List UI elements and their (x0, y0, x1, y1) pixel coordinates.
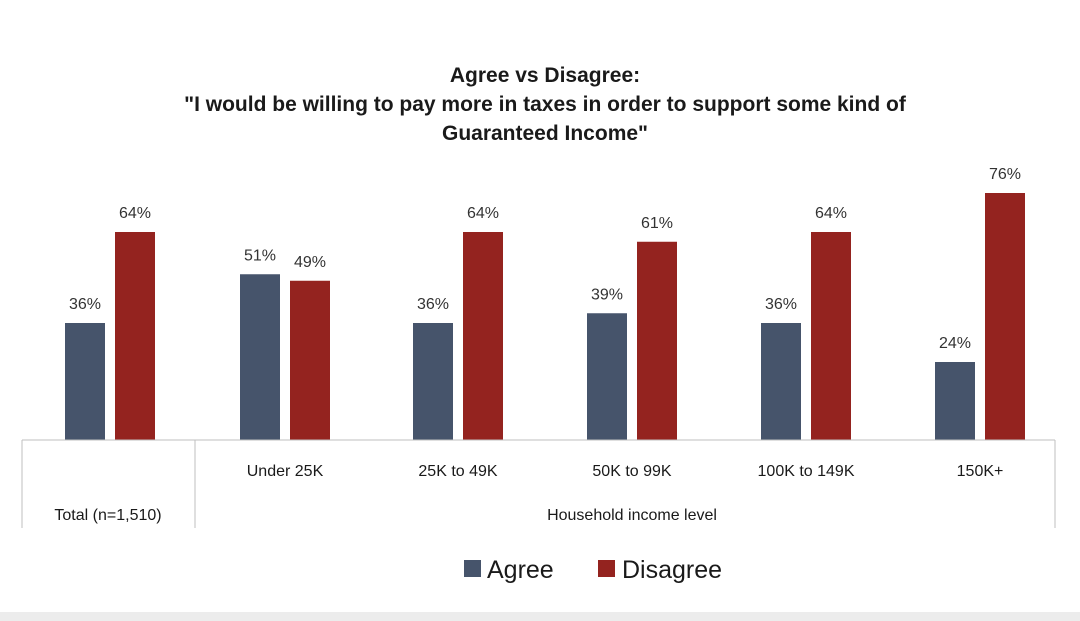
legend-label-agree: Agree (487, 556, 554, 584)
category-label-50k-to-99k: 50K to 99K (592, 463, 672, 480)
value-label-agree-25k-to-49k: 36% (417, 296, 449, 313)
value-label-disagree-50k-to-99k: 61% (641, 215, 673, 232)
value-label-agree-100k-to-149k: 36% (765, 296, 797, 313)
category-label-100k-to-149k: 100K to 149K (758, 463, 855, 480)
bar-agree-under-25k (240, 274, 280, 440)
legend-swatch-disagree (598, 560, 615, 577)
category-label-150k: 150K+ (957, 463, 1004, 480)
chart-title-line-2: "I would be willing to pay more in taxes… (184, 93, 907, 116)
value-labels-layer: 36% 64% 51% 49% 36% 64% 39% 61% 36% 64% 24% 76% (69, 166, 1021, 352)
bar-agree-150k (935, 362, 975, 440)
bar-disagree-150k (985, 193, 1025, 440)
category-label-total-n-1-510: Total (n=1,510) (54, 507, 161, 524)
value-label-agree-under-25k: 51% (244, 247, 276, 264)
category-label-25k-to-49k: 25K to 49K (418, 463, 498, 480)
legend: Agree Disagree (464, 556, 722, 584)
bar-disagree-total-n-1-510 (115, 232, 155, 440)
value-label-disagree-25k-to-49k: 64% (467, 205, 499, 222)
group-label-household-income: Household income level (547, 507, 717, 524)
value-label-disagree-150k: 76% (989, 166, 1021, 183)
chart-title-line-3: Guaranteed Income" (442, 122, 648, 145)
bar-agree-50k-to-99k (587, 313, 627, 440)
value-label-agree-50k-to-99k: 39% (591, 286, 623, 303)
chart-title-line-1: Agree vs Disagree: (450, 64, 640, 87)
value-label-disagree-under-25k: 49% (294, 254, 326, 271)
bar-agree-100k-to-149k (761, 323, 801, 440)
value-label-disagree-total-n-1-510: 64% (119, 205, 151, 222)
bar-agree-total-n-1-510 (65, 323, 105, 440)
value-label-agree-150k: 24% (939, 335, 971, 352)
category-axis: Total (n=1,510) Under 25K 25K to 49K 50K to… (21, 439, 1056, 528)
legend-swatch-agree (464, 560, 481, 577)
category-label-under-25k: Under 25K (247, 463, 324, 480)
bar-disagree-50k-to-99k (637, 241, 677, 440)
bar-disagree-under-25k (290, 280, 330, 440)
legend-label-disagree: Disagree (622, 556, 722, 584)
bar-disagree-100k-to-149k (811, 232, 851, 440)
bar-agree-25k-to-49k (413, 323, 453, 440)
value-label-agree-total-n-1-510: 36% (69, 296, 101, 313)
bar-disagree-25k-to-49k (463, 232, 503, 440)
value-label-disagree-100k-to-149k: 64% (815, 205, 847, 222)
bars-layer (65, 193, 1025, 440)
